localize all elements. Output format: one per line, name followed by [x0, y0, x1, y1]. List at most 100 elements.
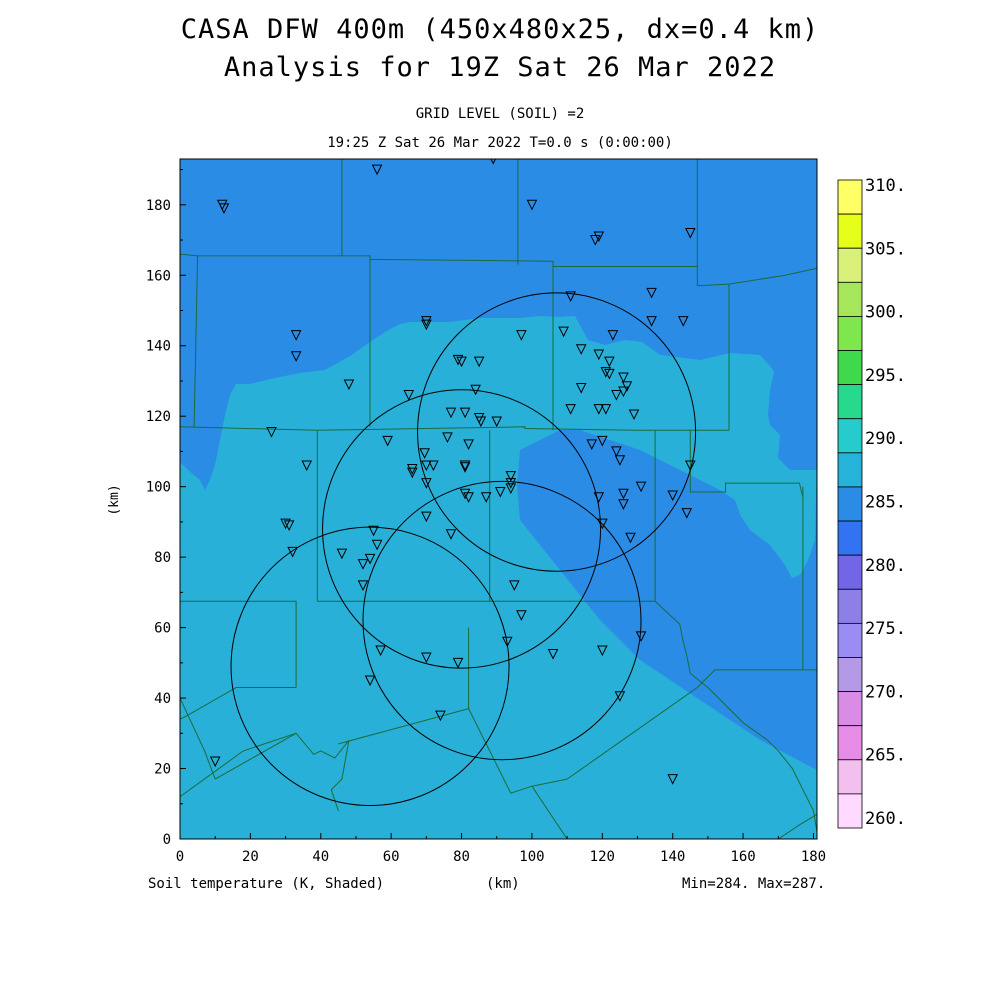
colorbar-cells [837, 179, 863, 829]
x-axis: 0 20 40 60 80 100 120 140 160 180 [176, 833, 826, 865]
county-line-26 [654, 600, 817, 833]
station-marker [421, 511, 432, 523]
colorbar-cell [837, 316, 863, 351]
radar-ring-3 [362, 480, 642, 761]
y-tick-label: 120 [146, 409, 171, 425]
station-marker [491, 416, 503, 428]
colorbar-label: 280. [865, 556, 906, 576]
station-marker [516, 330, 527, 341]
county-line-20 [214, 732, 297, 780]
station-marker [565, 291, 576, 303]
station-marker [614, 455, 626, 466]
station-marker [283, 520, 295, 532]
x-tick-label: 180 [801, 849, 826, 865]
colorbar-cell [837, 759, 863, 795]
station-marker [565, 404, 576, 415]
colorbar-label: 285. [865, 493, 906, 513]
x-tick-label: 160 [730, 849, 755, 865]
station-marker [547, 649, 559, 660]
x-axis-label: (km) [486, 876, 520, 892]
station-marker [301, 460, 313, 472]
station-marker [614, 691, 626, 702]
colorbar-cell [837, 452, 863, 488]
station-marker [435, 710, 446, 722]
station-marker [403, 390, 415, 401]
colorbar-label: 265. [865, 746, 906, 766]
station-marker [621, 381, 633, 392]
county-line-9 [180, 253, 199, 427]
station-marker [357, 559, 369, 570]
station-marker [382, 435, 393, 447]
station-marker [593, 231, 605, 243]
colorbar-label: 300. [865, 303, 906, 323]
y-tick-label: 100 [146, 480, 171, 496]
station-marker [452, 657, 464, 669]
colorbar-cell [837, 725, 863, 761]
station-marker [357, 580, 369, 591]
station-marker [421, 478, 432, 489]
station-marker [419, 448, 430, 459]
station-marker [421, 319, 432, 331]
station-marker [343, 379, 355, 391]
x-tick-label: 80 [453, 849, 470, 865]
y-tick-label: 180 [146, 198, 171, 214]
radar-ring-1 [417, 292, 697, 572]
station-marker [445, 529, 457, 540]
station-marker [593, 349, 605, 361]
y-tick-label: 140 [146, 339, 171, 355]
station-marker [456, 356, 467, 368]
county-line-17 [180, 600, 297, 688]
x-tick-label: 100 [519, 849, 544, 865]
colorbar-cell [837, 247, 863, 283]
plot-title: CASA DFW 400m (450x480x25, dx=0.4 km) [180, 14, 820, 45]
station-marker [600, 404, 612, 415]
station-marker [509, 580, 520, 591]
station-marker [218, 203, 230, 214]
x-tick-label: 40 [312, 849, 329, 865]
station-marker [371, 164, 383, 176]
station-marker [280, 518, 291, 530]
station-marker [406, 464, 418, 475]
station-marker [364, 675, 376, 687]
county-line-14 [689, 430, 804, 498]
station-marker [611, 446, 622, 458]
colorbar-cell [837, 520, 863, 556]
station-marker [209, 756, 221, 768]
field-warm-region [180, 316, 817, 839]
colorbar-cell [837, 793, 863, 829]
station-marker [635, 481, 647, 493]
station-marker [406, 467, 418, 479]
colorbar-cell [837, 281, 863, 317]
station-marker [505, 471, 517, 482]
valid-time-label: 19:25 Z Sat 26 Mar 2022 T=0.0 s (0:00:00… [327, 135, 673, 151]
station-marker [618, 499, 629, 510]
county-line-28 [778, 813, 817, 839]
station-marker [480, 492, 492, 503]
station-marker [463, 492, 474, 503]
station-marker [266, 427, 277, 438]
station-marker [290, 351, 302, 362]
county-line-5 [697, 267, 817, 287]
plot-subtitle: Analysis for 19Z Sat 26 Mar 2022 [223, 52, 777, 83]
station-marker [646, 287, 657, 299]
station-marker [421, 460, 432, 472]
station-marker [597, 435, 608, 447]
station-marker [287, 546, 298, 558]
station-marker [600, 367, 612, 378]
station-marker [459, 407, 471, 419]
colorbar-label: 260. [865, 809, 906, 829]
station-marker [428, 460, 439, 472]
station-marker [597, 518, 608, 530]
station-marker [473, 356, 485, 368]
station-marker [371, 539, 383, 551]
station-marker [516, 610, 527, 621]
station-marker [575, 383, 587, 394]
station-marker [611, 390, 622, 401]
plot-frame [179, 158, 818, 840]
station-marker [505, 483, 517, 495]
station-marker [421, 316, 432, 327]
station-marker [618, 488, 629, 500]
colorbar-cell [837, 691, 863, 727]
station-marker [593, 404, 605, 415]
